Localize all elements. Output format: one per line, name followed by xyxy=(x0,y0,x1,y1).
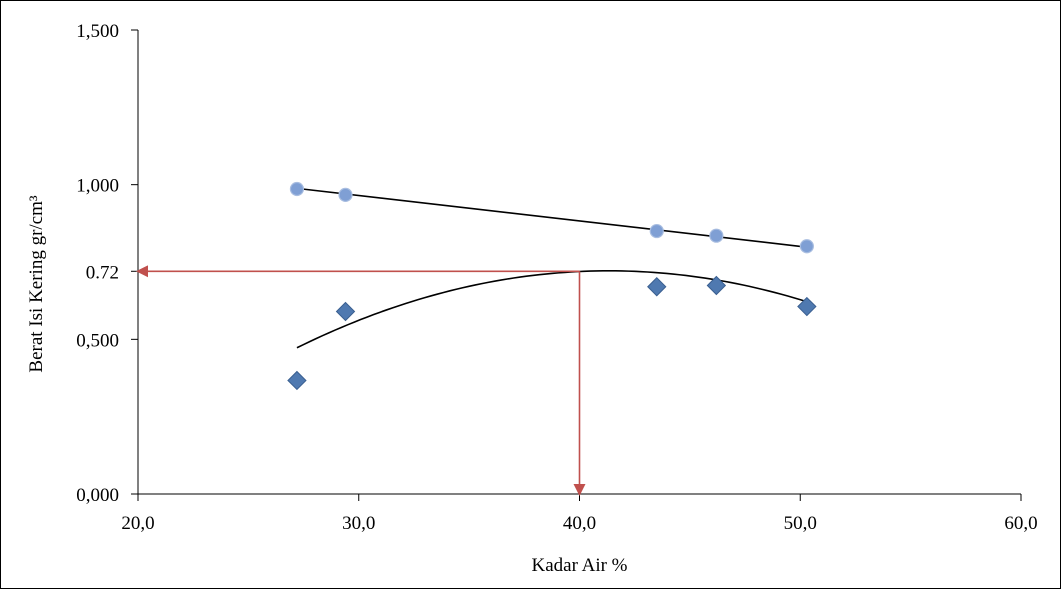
circle-data-point xyxy=(799,239,814,254)
diamond-data-point xyxy=(647,277,667,297)
x-tick-label: 50,0 xyxy=(784,513,817,534)
x-axis-title: Kadar Air % xyxy=(531,555,627,576)
circle-data-point xyxy=(289,181,305,197)
annotation-layer xyxy=(136,265,586,496)
circle-data-point xyxy=(338,187,353,202)
x-tick-label: 30,0 xyxy=(342,513,375,534)
y-tick-label: 1,000 xyxy=(76,176,119,197)
y-tick-label: 0,000 xyxy=(76,485,119,506)
quadratic-trendline xyxy=(296,270,808,349)
diamond-data-point xyxy=(706,275,727,296)
y-tick-label: 0.72 xyxy=(86,262,119,283)
diamond-data-point xyxy=(335,301,356,322)
x-tick-label: 60,0 xyxy=(1004,513,1037,534)
y-tick-label: 1,500 xyxy=(76,21,119,42)
y-axis-title: Berat Isi Kering gr/cm³ xyxy=(26,195,47,372)
circle-data-point xyxy=(709,228,724,243)
marker-layer xyxy=(287,181,817,391)
y-tick-label: 0,500 xyxy=(76,330,119,351)
diamond-data-point xyxy=(797,296,817,317)
x-tick-label: 20,0 xyxy=(121,513,154,534)
label-layer: 20,0 30,0 40,0 50,0 60,0 0,000 0,500 0.72 1,000 1… xyxy=(76,21,1037,534)
x-tick-label: 40,0 xyxy=(563,513,596,534)
circle-data-point xyxy=(649,223,664,239)
diamond-data-point xyxy=(287,370,307,391)
